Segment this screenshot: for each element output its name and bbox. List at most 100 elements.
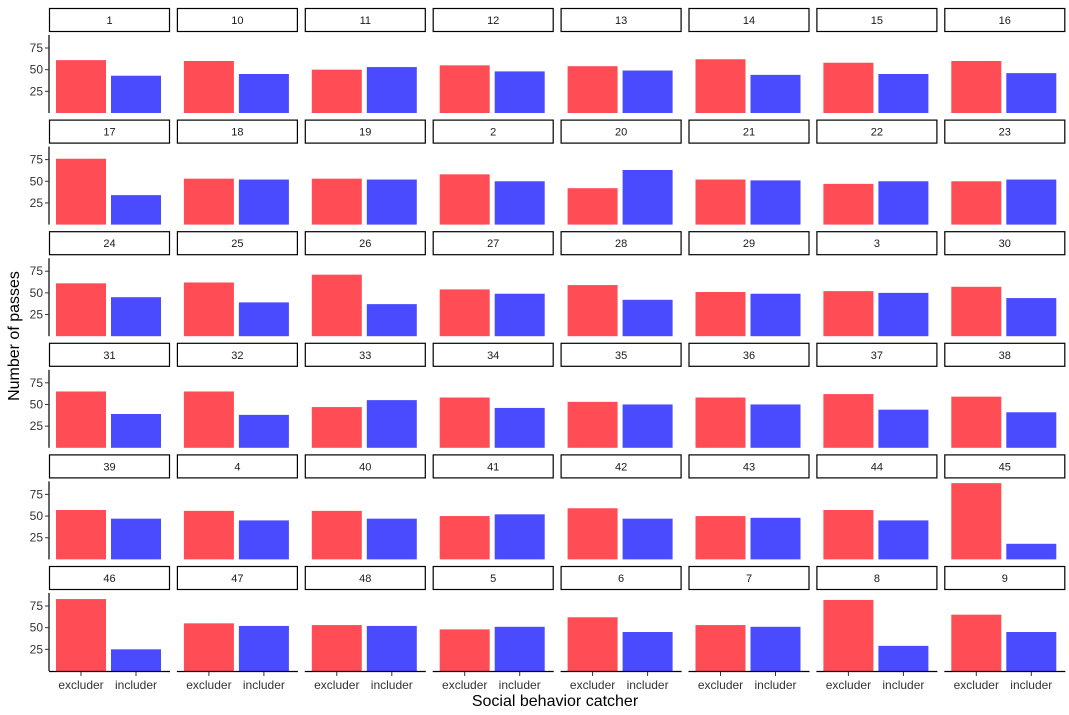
facet-strip [944, 119, 1066, 144]
facet-panel-47: 47 excluder includer [176, 565, 298, 692]
bar-includer [622, 70, 673, 113]
facet-strip [176, 7, 298, 33]
bar-includer [238, 74, 289, 113]
bar-includer [238, 625, 289, 671]
facet-panel-33: 33 [304, 342, 426, 448]
facet-panel-35: 35 [560, 342, 682, 448]
bar-includer [111, 649, 161, 671]
bar-includer [111, 414, 161, 448]
bar-includer [238, 520, 289, 560]
facet-strip-label: 12 [487, 15, 499, 27]
bar-includer [878, 520, 929, 560]
facet-panel-38: 38 [944, 342, 1066, 448]
facet-strip-label: 22 [871, 127, 883, 139]
bar-includer [750, 517, 801, 560]
facet-panel-11: 11 [304, 7, 426, 113]
y-tick-label: 25 [30, 84, 44, 98]
facet-strip-label: 35 [615, 350, 627, 362]
facet-strip-label: 8 [874, 573, 880, 585]
facet-strip [688, 342, 810, 367]
facet-strip [688, 231, 810, 256]
bar-excluder [695, 292, 746, 337]
bar-excluder [951, 396, 1002, 448]
bar-excluder [951, 286, 1002, 337]
y-tick-label: 75 [30, 153, 44, 167]
facet-strip [560, 231, 682, 256]
bar-excluder [183, 623, 234, 671]
bar-includer [494, 407, 545, 448]
bar-excluder [439, 174, 490, 225]
facet-panel-5: 5 excluder includer [432, 565, 554, 692]
bar-includer [494, 514, 545, 560]
bar-excluder [823, 599, 874, 671]
facet-strip [560, 565, 682, 591]
facet-strip-label: 23 [999, 127, 1011, 139]
bar-includer [366, 518, 417, 560]
facet-strip-label: 18 [231, 127, 243, 139]
x-tick-label: includer [115, 678, 157, 692]
x-tick-label: excluder [570, 678, 615, 692]
facet-panel-31: 31 25 50 75 [30, 342, 171, 448]
y-tick-label: 25 [30, 196, 44, 210]
bar-excluder [951, 614, 1002, 671]
facet-strip-label: 32 [231, 350, 243, 362]
facet-strip-label: 9 [1002, 573, 1008, 585]
facet-strip-label: 46 [103, 573, 115, 585]
bar-excluder [823, 291, 874, 337]
bar-includer [111, 195, 161, 225]
facet-strip-label: 48 [359, 573, 371, 585]
facet-strip-label: 45 [999, 461, 1011, 473]
y-tick-label: 25 [30, 531, 44, 545]
facet-strip-label: 13 [615, 15, 627, 27]
bar-includer [366, 400, 417, 448]
facet-strip-label: 5 [490, 573, 496, 585]
bar-excluder [56, 510, 106, 560]
facet-panel-42: 42 [560, 454, 682, 560]
facet-strip-label: 47 [231, 573, 243, 585]
bar-excluder [951, 483, 1002, 560]
facet-panel-37: 37 [816, 342, 938, 448]
facet-strip [816, 7, 938, 33]
facet-strip-label: 15 [871, 15, 883, 27]
bar-includer [750, 74, 801, 113]
facet-strip-label: 37 [871, 350, 883, 362]
x-tick-label: includer [499, 678, 541, 692]
x-tick-label: excluder [314, 678, 359, 692]
y-tick-label: 25 [30, 308, 44, 322]
facet-strip [816, 231, 938, 256]
facet-panel-9: 9 excluder includer [944, 565, 1066, 692]
facet-strip [944, 7, 1066, 33]
bar-excluder [695, 397, 746, 448]
bar-includer [1006, 412, 1057, 448]
facet-strip [944, 231, 1066, 256]
bar-excluder [439, 397, 490, 448]
facet-strip-label: 10 [231, 15, 243, 27]
facet-panel-43: 43 [688, 454, 810, 560]
y-tick-label: 25 [30, 642, 44, 656]
facet-strip-label: 1 [106, 15, 112, 27]
y-tick-label: 50 [30, 63, 44, 77]
bar-includer [111, 75, 161, 113]
facet-strip [816, 342, 938, 367]
facet-strip [304, 119, 426, 144]
bar-includer [878, 181, 929, 225]
bar-includer [750, 404, 801, 448]
bar-excluder [311, 510, 362, 560]
facet-strip [48, 7, 171, 33]
bar-excluder [567, 285, 618, 337]
facet-strip [944, 565, 1066, 591]
facet-panel-21: 21 [688, 119, 810, 225]
bar-excluder [311, 625, 362, 671]
bar-excluder [439, 65, 490, 113]
bar-includer [1006, 632, 1057, 671]
facet-strip-label: 20 [615, 127, 627, 139]
facet-strip-label: 40 [359, 461, 371, 473]
facet-strip-label: 6 [618, 573, 624, 585]
bar-includer [622, 170, 673, 225]
bar-includer [878, 292, 929, 337]
facet-strip-label: 11 [360, 15, 371, 27]
bar-excluder [567, 188, 618, 225]
facet-panel-16: 16 [944, 7, 1066, 113]
x-tick-label: includer [1010, 678, 1052, 692]
